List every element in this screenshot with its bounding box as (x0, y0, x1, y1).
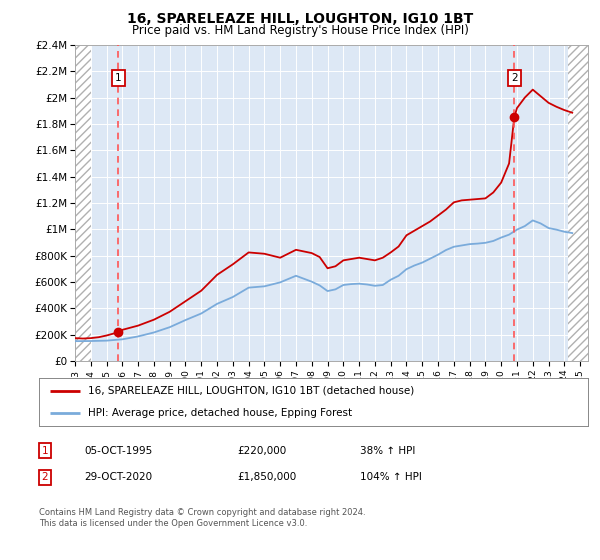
Text: 38% ↑ HPI: 38% ↑ HPI (360, 446, 415, 456)
Text: £220,000: £220,000 (237, 446, 286, 456)
Text: 16, SPARELEAZE HILL, LOUGHTON, IG10 1BT: 16, SPARELEAZE HILL, LOUGHTON, IG10 1BT (127, 12, 473, 26)
Text: 1: 1 (115, 73, 122, 83)
Text: HPI: Average price, detached house, Epping Forest: HPI: Average price, detached house, Eppi… (88, 408, 353, 418)
Text: 16, SPARELEAZE HILL, LOUGHTON, IG10 1BT (detached house): 16, SPARELEAZE HILL, LOUGHTON, IG10 1BT … (88, 386, 415, 396)
Text: Price paid vs. HM Land Registry's House Price Index (HPI): Price paid vs. HM Land Registry's House … (131, 24, 469, 37)
Text: £1,850,000: £1,850,000 (237, 472, 296, 482)
Bar (75, 45, 91, 361)
Text: 05-OCT-1995: 05-OCT-1995 (84, 446, 152, 456)
Bar (568, 45, 588, 361)
Text: 2: 2 (511, 73, 518, 83)
Text: 29-OCT-2020: 29-OCT-2020 (84, 472, 152, 482)
Text: 2: 2 (41, 472, 49, 482)
Text: 1: 1 (41, 446, 49, 456)
Text: Contains HM Land Registry data © Crown copyright and database right 2024.
This d: Contains HM Land Registry data © Crown c… (39, 508, 365, 528)
Text: 104% ↑ HPI: 104% ↑ HPI (360, 472, 422, 482)
